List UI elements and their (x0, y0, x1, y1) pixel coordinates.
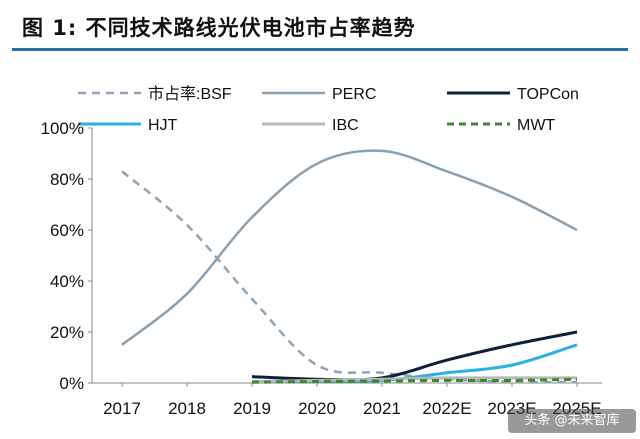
chart-series (121, 149, 578, 384)
series-line--bsf (121, 170, 578, 384)
x-tick-label: 2019 (233, 399, 271, 418)
series-line-hjt (251, 343, 578, 384)
figure-header: 图 1: 不同技术路线光伏电池市占率趋势 (0, 0, 640, 51)
y-tick-label: 100% (41, 119, 84, 138)
legend-label-hjt: HJT (148, 117, 178, 134)
watermark-label: 头条 @未来智库 (508, 409, 636, 433)
series-line-mwt (251, 377, 578, 384)
x-tick-label: 2017 (103, 399, 141, 418)
x-tick-label: 2018 (168, 399, 206, 418)
chart-legend: 市占率:BSF PERC TOPCon HJT IBC MWT (78, 85, 579, 134)
legend-label-topcon: TOPCon (517, 86, 579, 103)
y-tick-label: 0% (59, 374, 84, 393)
series-line-topcon (251, 330, 578, 382)
y-tick-label: 80% (50, 170, 84, 189)
x-tick-label: 2020 (298, 399, 336, 418)
x-tick-label: 2021 (363, 399, 401, 418)
legend-label--bsf: 市占率:BSF (148, 85, 232, 103)
y-tick-label: 40% (50, 272, 84, 291)
series-line-ibc (251, 376, 577, 384)
chart-axes: 0% 20% 40% 60% 80% 100% 2017 2018 2019 2020 2021 20… (41, 119, 602, 418)
figure-title: 图 1: 不同技术路线光伏电池市占率趋势 (22, 16, 416, 40)
legend-label-mwt: MWT (517, 117, 555, 134)
series-line-perc (121, 149, 578, 346)
y-tick-label: 20% (50, 323, 84, 342)
x-tick-label: 2022E (422, 399, 471, 418)
legend-label-perc: PERC (332, 86, 376, 103)
y-tick-label: 60% (50, 221, 84, 240)
header-rule (12, 48, 628, 51)
legend-label-ibc: IBC (332, 117, 359, 134)
